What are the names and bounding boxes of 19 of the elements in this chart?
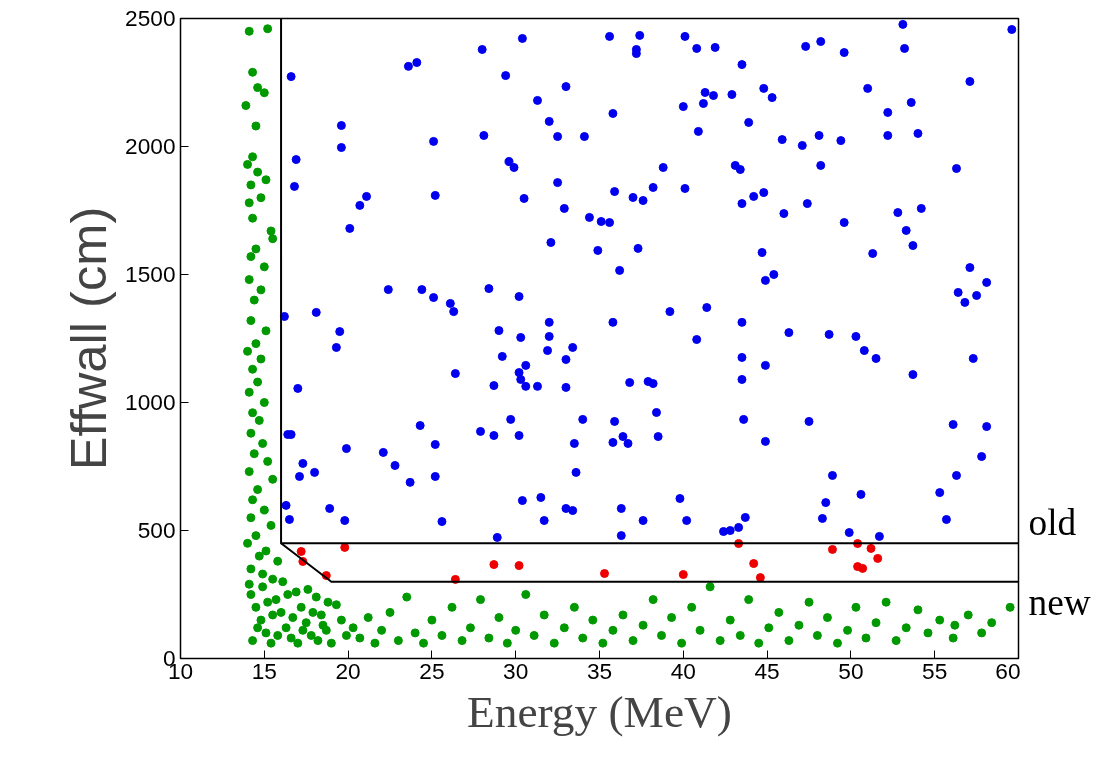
x-tick-label: 40 — [670, 657, 696, 684]
x-tick-label: 50 — [838, 657, 864, 684]
x-tick-label: 45 — [754, 657, 780, 684]
y-tick-label: 500 — [137, 517, 176, 543]
y-tick-label: 2000 — [125, 133, 176, 159]
y-tick-label: 2500 — [125, 5, 176, 31]
x-tick-label: 30 — [503, 657, 529, 684]
x-tick-label: 15 — [251, 657, 277, 684]
x-tick-label: 55 — [922, 657, 948, 684]
series-label: new — [1028, 581, 1091, 623]
x-tick-label: 25 — [419, 657, 445, 684]
series-label: old — [1028, 502, 1077, 544]
y-tick-label: 1500 — [125, 261, 176, 287]
x-tick-label: 20 — [335, 657, 361, 684]
x-tick-label: 60 — [995, 657, 1021, 684]
x-tick-label: 35 — [586, 657, 613, 684]
x-axis-title: Energy (MeV) — [467, 686, 732, 737]
y-tick-label: 1000 — [125, 389, 176, 415]
y-axis-title: Effwall (cm) — [60, 206, 118, 471]
